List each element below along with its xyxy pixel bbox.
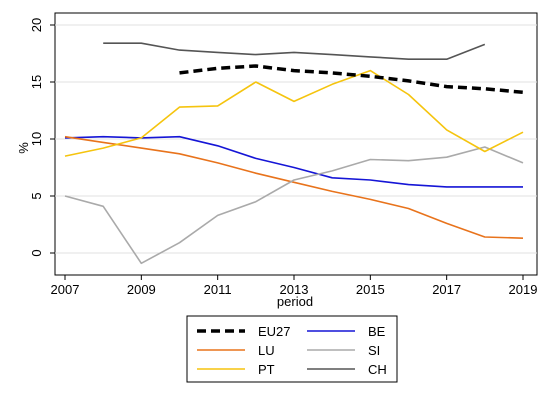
legend-label-ch: CH (368, 362, 387, 377)
series-line-eu27 (179, 64, 524, 95)
legend-box (186, 315, 398, 383)
series-line-pt (64, 69, 524, 157)
legend-label-be: BE (368, 324, 386, 339)
x-tick-label: 2009 (127, 282, 156, 297)
legend: EU27 BE LU SI PT CH (197, 324, 387, 377)
x-axis-label: period (277, 294, 313, 309)
y-tick-label: 10 (29, 132, 44, 146)
y-axis-label: % (16, 142, 31, 154)
x-tick-label: 2019 (509, 282, 538, 297)
legend-label-si: SI (368, 343, 380, 358)
series-line-si (64, 146, 524, 265)
series-line-ch (103, 42, 486, 61)
y-tick-label: 15 (29, 75, 44, 89)
legend-label-lu: LU (258, 343, 275, 358)
y-tick-label: 0 (29, 249, 44, 256)
x-tick-label: 2013 (280, 282, 309, 297)
series-line-lu (64, 135, 524, 239)
x-tick-label: 2017 (432, 282, 461, 297)
y-tick-label: 20 (29, 18, 44, 32)
legend-label-eu27: EU27 (258, 324, 291, 339)
x-tick-label: 2015 (356, 282, 385, 297)
legend-label-pt: PT (258, 362, 275, 377)
gridlines (55, 24, 537, 254)
plot-frame (54, 12, 538, 276)
axes: 0 5 10 15 20 2007 2009 2011 2013 2015 2017 2019 (29, 18, 537, 297)
y-tick-label: 5 (29, 192, 44, 199)
x-tick-label: 2007 (51, 282, 80, 297)
series-lines (64, 42, 524, 265)
x-tick-label: 2011 (204, 282, 232, 297)
